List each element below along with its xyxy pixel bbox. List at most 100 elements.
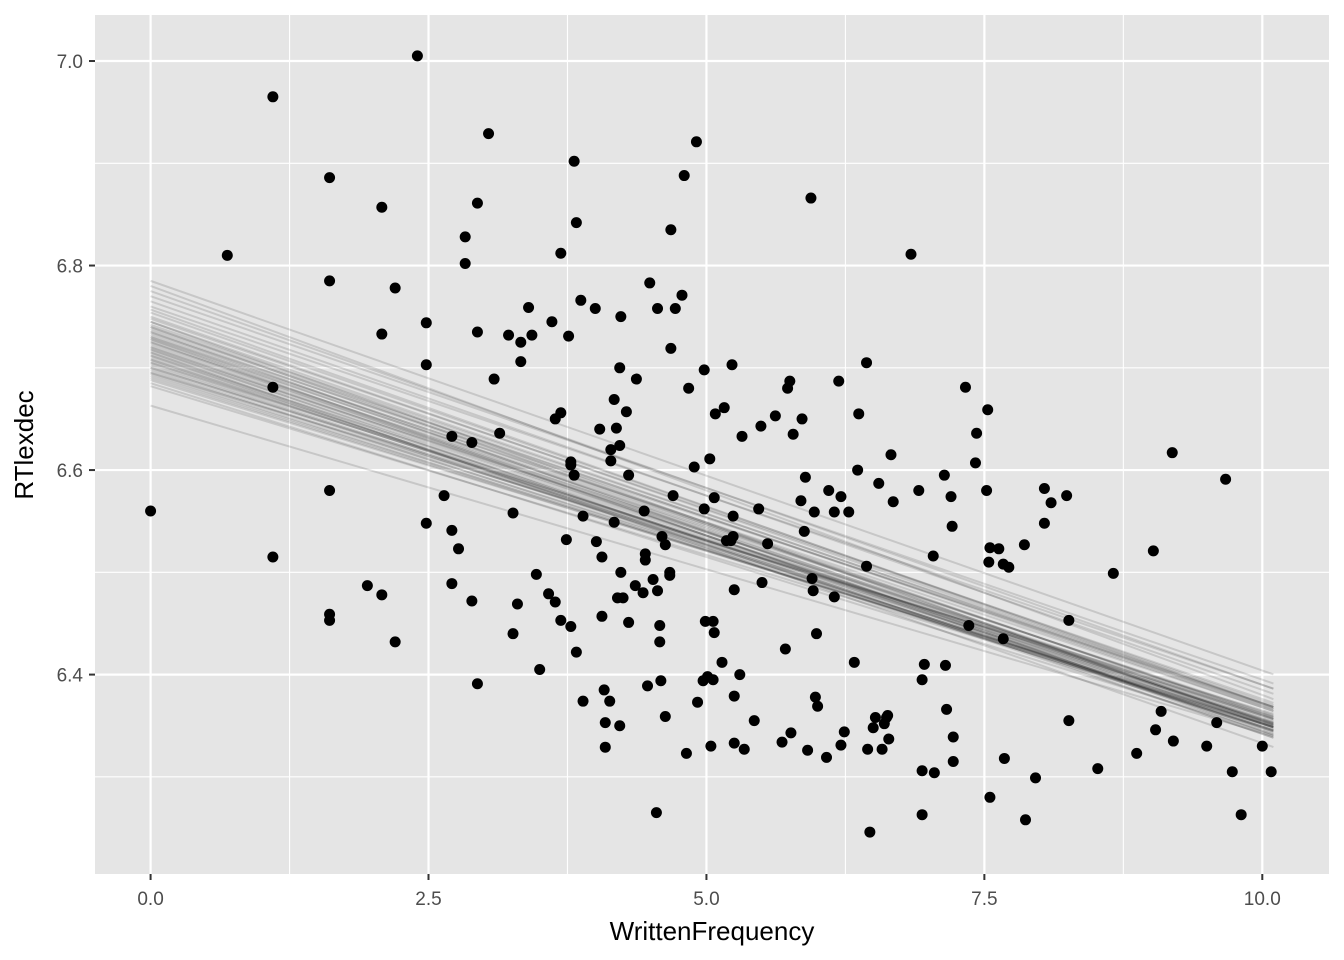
data-point (1265, 766, 1277, 778)
fit-line (150, 404, 1274, 738)
data-point (728, 737, 740, 749)
data-point (736, 430, 748, 442)
data-point (692, 696, 704, 708)
data-point (614, 440, 626, 452)
y-tick-label: 6.6 (57, 461, 83, 482)
data-point (984, 542, 996, 554)
data-point (471, 678, 483, 690)
data-point (617, 592, 629, 604)
data-points (145, 50, 1277, 838)
data-point (324, 172, 336, 184)
data-point (795, 495, 807, 507)
data-point (565, 459, 577, 471)
data-point (707, 615, 719, 627)
data-point (570, 646, 582, 658)
fit-line (150, 325, 1274, 727)
data-point (389, 282, 401, 294)
data-point (637, 587, 649, 599)
fit-line (150, 351, 1274, 748)
data-point (615, 566, 627, 578)
data-point (610, 422, 622, 434)
data-point (983, 556, 995, 568)
fit-line (150, 315, 1274, 709)
fit-line (150, 356, 1274, 729)
data-point (570, 217, 582, 229)
data-point (971, 427, 983, 439)
minor-gridlines (95, 15, 1329, 874)
x-axis: 0.0 2.5 5.0 7.5 10.0 (137, 874, 1281, 910)
data-point (361, 580, 373, 592)
data-point (446, 578, 458, 590)
data-point (916, 765, 928, 777)
data-point (438, 490, 450, 502)
data-point (630, 373, 642, 385)
data-point (864, 826, 876, 838)
data-point (599, 717, 611, 729)
data-point (823, 485, 835, 497)
data-point (726, 359, 738, 371)
data-point (267, 91, 279, 103)
data-point (1201, 740, 1213, 752)
data-point (946, 520, 958, 532)
data-point (623, 469, 635, 481)
fit-line (150, 320, 1274, 711)
data-point (446, 430, 458, 442)
data-point (1155, 705, 1167, 717)
data-point (882, 709, 894, 721)
data-point (1147, 545, 1159, 557)
data-point (861, 560, 873, 572)
data-point (221, 249, 233, 261)
data-point (708, 627, 720, 639)
fit-line (150, 377, 1274, 729)
fit-line (150, 366, 1274, 718)
data-point (876, 743, 888, 755)
data-point (705, 740, 717, 752)
data-point (916, 674, 928, 686)
fit-line (150, 279, 1274, 676)
data-point (589, 302, 601, 314)
fit-line (150, 308, 1274, 709)
y-axis: 6.4 6.6 6.8 7.0 (57, 52, 95, 687)
fit-line (150, 323, 1274, 708)
data-point (905, 248, 917, 260)
data-point (655, 675, 667, 687)
data-point (614, 720, 626, 732)
data-point (1038, 482, 1050, 494)
data-point (577, 695, 589, 707)
fit-line (150, 354, 1274, 724)
data-point (1038, 517, 1050, 529)
data-point (798, 525, 810, 537)
fit-line (150, 344, 1274, 721)
data-point (787, 428, 799, 440)
data-point (471, 326, 483, 338)
data-point (483, 128, 495, 140)
data-point (420, 317, 432, 329)
data-point (997, 633, 1009, 645)
fit-line (150, 336, 1274, 726)
data-point (647, 573, 659, 585)
data-point (728, 690, 740, 702)
data-point (947, 731, 959, 743)
data-point (828, 506, 840, 518)
data-point (678, 170, 690, 182)
data-point (808, 506, 820, 518)
data-point (642, 680, 654, 692)
data-point (1020, 814, 1032, 826)
data-point (883, 733, 895, 745)
data-point (594, 423, 606, 435)
data-point (560, 534, 572, 546)
data-point (927, 550, 939, 562)
data-point (598, 684, 610, 696)
fit-line (150, 385, 1274, 729)
data-point (267, 551, 279, 563)
data-point (1235, 809, 1247, 821)
fit-line (150, 358, 1274, 725)
data-point (998, 752, 1010, 764)
fit-line (150, 317, 1274, 704)
data-point (523, 301, 535, 313)
fit-line (150, 372, 1274, 732)
data-point (376, 201, 388, 213)
y-axis-title: RTlexdec (9, 390, 39, 499)
data-point (762, 538, 774, 550)
fit-line (150, 371, 1274, 715)
